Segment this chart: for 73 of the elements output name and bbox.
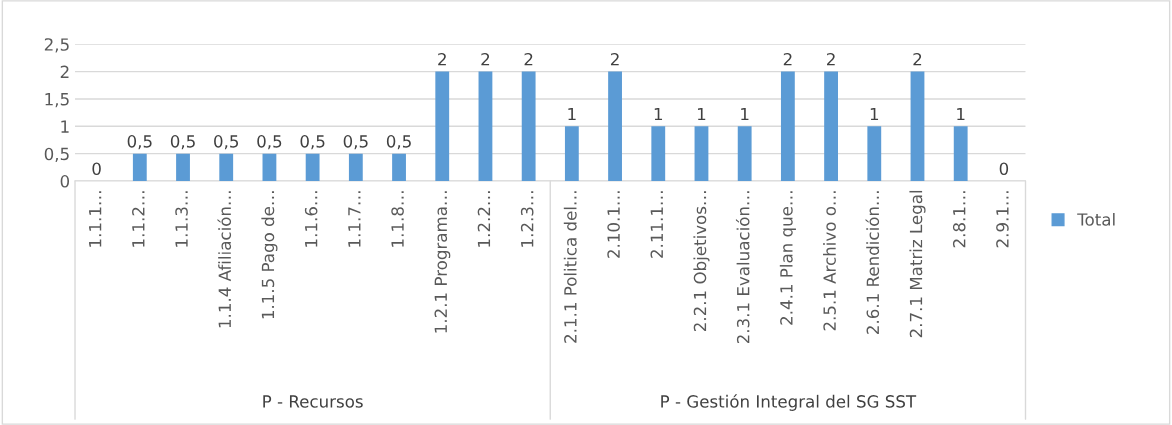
x-tick-label: 2.1.1 Politica del… [563, 191, 577, 343]
x-tick-label: 2.9.1… [996, 191, 1009, 248]
data-label: 0,5 [214, 135, 239, 150]
bar [694, 126, 709, 182]
x-tick-label: 1.1.7… [348, 191, 361, 247]
data-label: 0,5 [300, 135, 325, 150]
y-tick-label: 2 [60, 65, 69, 78]
bar [219, 153, 234, 182]
data-label: 0,5 [127, 135, 152, 150]
x-tick-label: 1.2.2… [477, 191, 491, 247]
x-tick-label: 1.2.3… [520, 191, 534, 247]
x-tick-label: 1.1.6… [304, 191, 318, 247]
bar [953, 126, 968, 182]
bar [651, 126, 666, 182]
data-label: 1 [741, 107, 749, 121]
y-tick-label: 0,5 [44, 147, 69, 162]
data-label: 2 [524, 52, 533, 66]
data-label: 0,5 [343, 135, 368, 150]
x-tick-label: 1.1.2… [132, 191, 145, 247]
data-label: 1 [870, 107, 879, 121]
y-tick-label: 2,5 [44, 38, 69, 53]
y-tick-label: 1,5 [45, 93, 69, 108]
bar [608, 71, 622, 182]
legend-label: Total [1077, 212, 1115, 226]
data-label: 2 [783, 52, 792, 66]
x-tick-label: 2.8.1… [952, 191, 966, 248]
bar [435, 71, 450, 182]
data-label: 0,5 [257, 135, 282, 150]
bar [262, 153, 277, 182]
x-tick-label: 1.1.3… [175, 191, 188, 247]
bar [176, 153, 190, 182]
bar [910, 71, 925, 182]
data-label: 0 [92, 162, 101, 176]
x-tick-label: 2.2.1 Objetivos… [693, 191, 710, 332]
bar [780, 71, 795, 182]
text: P - Recursos [263, 395, 363, 408]
data-label: 2 [610, 52, 619, 66]
x-tick-label: 2.11.1… [650, 191, 663, 258]
x-tick-label: 1.1.4 Afiliación… [217, 191, 232, 328]
y-tick-label: 0 [60, 175, 70, 188]
bar [867, 126, 882, 182]
data-label: 1 [698, 107, 706, 121]
bar [132, 153, 147, 182]
data-label: 2 [827, 52, 835, 66]
x-tick-label: 2.7.1 Matriz Legal [909, 190, 926, 338]
x-tick-label: 1.2.1 Programa… [434, 191, 451, 333]
x-tick-label: 2.5.1 Archivo o… [823, 191, 836, 331]
bar [824, 71, 838, 182]
y-tick-label: 1 [61, 120, 69, 133]
text: P - Gestión Integral del SG SST [661, 394, 917, 411]
bar [737, 126, 752, 182]
data-label: 2 [438, 52, 446, 66]
bar [305, 153, 320, 182]
bar [348, 153, 363, 182]
data-label: 2 [913, 52, 922, 66]
x-tick-label: 1.1.5 Pago de… [261, 191, 278, 319]
data-label: 0,5 [386, 135, 411, 150]
data-label: 1 [654, 107, 663, 121]
x-tick-label: 1.1.1… [89, 191, 102, 247]
x-tick-label: 2.3.1 Evaluación… [735, 191, 750, 344]
bar [521, 71, 536, 182]
data-label: 0 [999, 162, 1009, 176]
x-tick-label: 1.1.8… [391, 191, 404, 247]
bar [478, 71, 493, 182]
x-tick-label: 2.10.1… [607, 191, 620, 258]
bar [564, 126, 579, 182]
bar [392, 153, 406, 182]
data-label: 1 [957, 107, 965, 121]
data-label: 1 [568, 107, 576, 121]
data-label: 2 [481, 52, 490, 66]
data-label: 0,5 [170, 135, 195, 150]
x-tick-label: 2.4.1 Plan que… [779, 191, 796, 325]
x-tick-label: 2.6.1 Rendición… [865, 191, 880, 334]
